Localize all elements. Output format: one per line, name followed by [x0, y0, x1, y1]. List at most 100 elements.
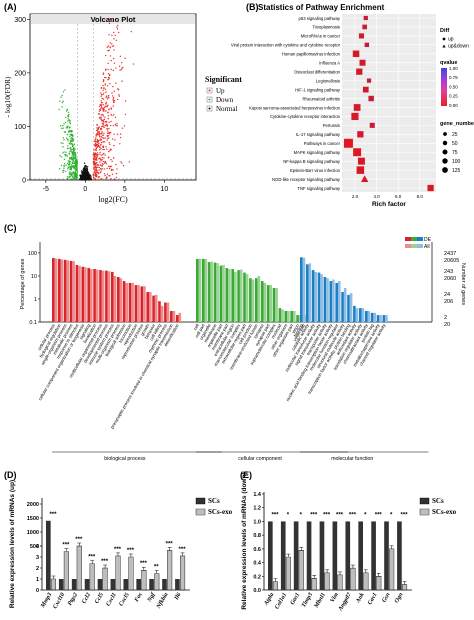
up-point — [113, 38, 115, 40]
up-point — [95, 129, 98, 132]
up-point — [96, 133, 98, 136]
de-bar — [207, 262, 211, 322]
up-point — [110, 59, 112, 62]
significance-mark: *** — [179, 547, 187, 553]
all-bar — [95, 269, 99, 322]
up-point — [107, 104, 109, 107]
up-point — [96, 152, 99, 154]
de-bar — [57, 258, 61, 322]
scs-exo-bar — [272, 581, 278, 591]
down-point — [76, 167, 78, 169]
category-label: Il6 — [173, 592, 182, 602]
category-label: Cxcl10 — [52, 592, 66, 610]
up-point — [102, 80, 105, 83]
gene-legend-entry: 75 — [452, 150, 458, 156]
down-point — [69, 139, 72, 142]
de-bar — [353, 305, 356, 322]
down-point — [73, 174, 75, 176]
down-point — [60, 96, 62, 98]
up-point — [108, 49, 110, 52]
up-point — [103, 92, 105, 94]
significance-mark: *** — [88, 555, 96, 561]
scs-bar — [358, 521, 364, 590]
de-bar — [213, 262, 217, 322]
up-point — [100, 142, 103, 144]
pathway-point — [362, 24, 368, 30]
de-bar — [158, 301, 161, 322]
panel-label-a: (A) — [4, 2, 17, 12]
up-point — [96, 127, 98, 129]
up-point — [98, 126, 100, 128]
down-point — [71, 159, 73, 161]
up-point — [104, 120, 106, 123]
legend-swatch — [195, 497, 206, 505]
y-tick-label: 2 — [36, 566, 39, 572]
up-point — [107, 117, 110, 120]
up-point — [107, 111, 109, 114]
down-point — [62, 127, 64, 129]
scs-bar — [149, 579, 154, 590]
up-point — [108, 133, 111, 135]
down-point — [76, 168, 78, 170]
up-point — [105, 146, 107, 148]
up-point — [94, 154, 96, 156]
down-point — [67, 120, 69, 122]
up-point — [99, 151, 101, 154]
all-bar — [107, 271, 111, 322]
down-point — [72, 150, 75, 153]
up-point — [107, 79, 109, 81]
de-bar — [93, 269, 96, 322]
up-point — [100, 177, 102, 180]
legend-entry: Up — [216, 87, 225, 95]
diff-legend-triangle — [442, 44, 446, 48]
up-point — [116, 168, 118, 170]
x-axis-label: log2(FC) — [98, 195, 128, 204]
up-point — [105, 91, 107, 93]
y-tick-label: 100 — [14, 124, 26, 131]
down-point — [60, 127, 63, 129]
down-point — [74, 174, 77, 177]
down-point — [74, 157, 76, 159]
all-bar — [287, 311, 290, 322]
up-point — [100, 147, 102, 150]
normal-point — [82, 172, 84, 174]
up-point — [98, 110, 101, 112]
scs-bar — [97, 579, 103, 590]
up-point — [99, 139, 101, 141]
all-bar — [263, 282, 267, 322]
x-tick-label: 10 — [160, 186, 168, 193]
up-point — [106, 120, 108, 123]
up-point — [98, 136, 101, 138]
up-point — [102, 87, 105, 89]
y-tick-label: 500 — [30, 544, 39, 550]
volcano-points — [58, 18, 135, 181]
down-point — [70, 156, 73, 159]
pathway-point — [369, 122, 375, 128]
down-point — [67, 162, 69, 165]
x-tick-label: 6.0 — [395, 194, 402, 199]
legend-swatch-de — [411, 237, 417, 241]
all-bar — [210, 261, 213, 322]
normal-point — [84, 164, 86, 167]
de-bar — [237, 270, 240, 322]
up-point — [92, 173, 95, 175]
title-strip — [31, 14, 195, 24]
down-point — [62, 169, 64, 172]
up-point — [111, 45, 114, 47]
up-point — [97, 172, 100, 175]
volcano-plot: (A)Volcano Plot-5 0 5 100100200300log2(FC)-… — [3, 2, 242, 204]
all-bar — [245, 274, 249, 322]
up-point — [113, 101, 115, 104]
all-bar — [72, 261, 75, 322]
down-point — [66, 176, 69, 178]
plot-frame — [29, 13, 197, 181]
normal-point — [83, 162, 86, 164]
normal-point — [86, 169, 88, 172]
up-point — [106, 128, 108, 130]
up-point — [101, 156, 104, 159]
y-tick-label: 1000 — [27, 530, 39, 536]
down-point — [70, 173, 72, 176]
all-bar — [137, 285, 140, 322]
up-point — [100, 126, 103, 128]
